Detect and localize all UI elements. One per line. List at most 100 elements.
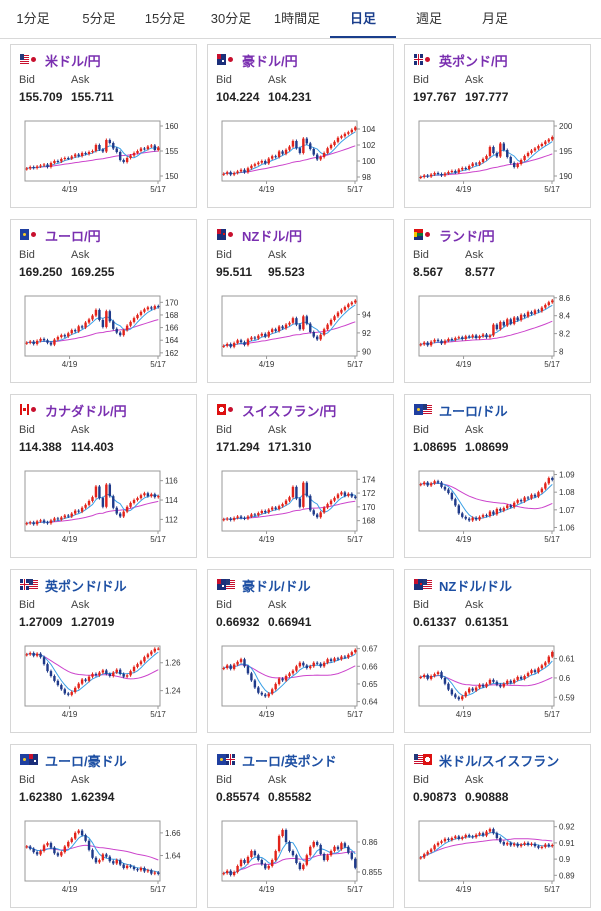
candlestick-chart[interactable]: 170 168 166 164 162 4/19 5/17 <box>19 290 187 372</box>
pair-title[interactable]: ユーロ/英ポンド <box>242 754 337 769</box>
candle-body <box>136 869 139 871</box>
candle-body <box>63 846 67 853</box>
candlestick-chart[interactable]: 200 195 190 4/19 5/17 <box>413 115 581 197</box>
candlestick-chart[interactable]: 1.66 1.64 4/19 5/17 <box>19 815 187 897</box>
pair-title[interactable]: ユーロ/豪ドル <box>45 754 127 769</box>
candle-body <box>270 156 274 159</box>
candle-body <box>35 166 39 168</box>
candle-body <box>67 841 70 847</box>
currency-flag-icon <box>217 579 235 590</box>
candle-body <box>225 172 229 174</box>
rate-card[interactable]: カナダドル/円 Bid Ask 114.388 114.403 116 114 112 4/19… <box>10 394 197 558</box>
candle-body <box>526 673 530 676</box>
candle-body <box>540 665 544 669</box>
pair-title[interactable]: スイスフラン/円 <box>242 404 337 419</box>
pair-title[interactable]: 米ドル/スイスフラン <box>439 754 560 769</box>
candle-body <box>101 149 105 152</box>
candle-body <box>80 830 84 836</box>
candlestick-chart[interactable]: 104 102 100 98 4/19 5/17 <box>216 115 384 197</box>
pair-title[interactable]: NZドル/円 <box>242 229 302 244</box>
candle-body <box>447 489 450 494</box>
candle-body <box>101 670 105 673</box>
candle-body <box>329 659 333 661</box>
y-tick-label: 170 <box>165 298 179 307</box>
tab-timeframe[interactable]: 月足 <box>481 11 508 26</box>
x-tick-label: 4/19 <box>259 360 275 369</box>
candle-body <box>309 846 312 856</box>
rate-card[interactable]: ユーロ/円 Bid Ask 169.250 169.255 170 168 166 164 162… <box>10 219 197 383</box>
pair-title[interactable]: 英ポンド/ドル <box>45 579 127 594</box>
candlestick-chart[interactable]: 0.67 0.66 0.65 0.64 4/19 5/17 <box>216 640 384 722</box>
candle-body <box>298 863 302 869</box>
tab-timeframe[interactable]: 週足 <box>415 11 442 26</box>
tab-timeframe[interactable]: 1分足 <box>16 11 50 26</box>
candlestick-chart[interactable]: 0.61 0.6 0.59 4/19 5/17 <box>413 640 581 722</box>
pair-title[interactable]: カナダドル/円 <box>45 404 127 419</box>
candle-body <box>288 842 291 851</box>
candle-body <box>77 683 80 688</box>
rate-card[interactable]: ランド/円 Bid Ask 8.567 8.577 8.6 8.4 8.2 8 4/19 5/17 <box>404 219 591 383</box>
pair-title[interactable]: 英ポンド/円 <box>439 54 508 69</box>
currency-flag-icon <box>217 54 235 65</box>
pair-title[interactable]: ランド/円 <box>439 229 495 244</box>
x-tick-label: 4/19 <box>456 185 472 194</box>
y-tick-label: 0.9 <box>559 855 571 864</box>
candlestick-chart[interactable]: 1.09 1.08 1.07 1.06 4/19 5/17 <box>413 465 581 547</box>
rate-card[interactable]: 英ポンド/ドル Bid Ask 1.27009 1.27019 1.26 1.24 4/19 5… <box>10 569 197 733</box>
candle-body <box>312 510 315 515</box>
bid-label: Bid <box>19 424 35 436</box>
pair-title[interactable]: ユーロ/ドル <box>439 404 508 419</box>
candle-body <box>488 147 492 156</box>
pair-title[interactable]: 米ドル/円 <box>45 54 101 69</box>
pair-title[interactable]: 豪ドル/円 <box>242 54 298 69</box>
candle-body <box>84 835 87 841</box>
candle-body <box>319 512 322 518</box>
candle-body <box>98 309 101 320</box>
tab-timeframe[interactable]: 日足 <box>330 0 396 38</box>
rate-card[interactable]: 米ドル/スイスフラン Bid Ask 0.90873 0.90888 0.92 0.91 0.… <box>404 744 591 908</box>
pair-title[interactable]: ユーロ/円 <box>45 229 101 244</box>
tab-timeframe[interactable]: 30分足 <box>210 11 252 26</box>
rate-card[interactable]: 米ドル/円 Bid Ask 155.709 155.711 160 155 150 4/19 5/… <box>10 44 197 208</box>
candle-body <box>326 324 329 330</box>
rate-card[interactable]: NZドル/ドル Bid Ask 0.61337 0.61351 0.61 0.6 0.59 4/… <box>404 569 591 733</box>
pair-title[interactable]: NZドル/ドル <box>439 579 512 594</box>
candle-body <box>302 316 305 330</box>
candle-body <box>467 688 471 693</box>
candle-body <box>32 341 35 344</box>
candlestick-chart[interactable]: 94 92 90 4/19 5/17 <box>216 290 384 372</box>
rate-card[interactable]: 豪ドル/円 Bid Ask 104.224 104.231 104 102 100 98 4/19… <box>207 44 394 208</box>
candlestick-chart[interactable]: 160 155 150 4/19 5/17 <box>19 115 187 197</box>
candle-body <box>540 307 544 312</box>
rate-card[interactable]: ユーロ/豪ドル Bid Ask 1.62380 1.62394 1.66 1.64 4/19 5… <box>10 744 197 908</box>
candlestick-chart[interactable]: 0.92 0.91 0.9 0.89 4/19 5/17 <box>413 815 581 897</box>
rate-card[interactable]: ユーロ/英ポンド Bid Ask 0.85574 0.85582 0.86 0.855 4/1… <box>207 744 394 908</box>
candle-body <box>537 146 540 149</box>
candle-body <box>60 685 63 690</box>
rate-card[interactable]: 豪ドル/ドル Bid Ask 0.66932 0.66941 0.67 0.66 0.65 0.… <box>207 569 394 733</box>
y-tick-label: 0.66 <box>362 662 378 671</box>
rate-card[interactable]: スイスフラン/円 Bid Ask 171.294 171.310 174 172 170 168… <box>207 394 394 558</box>
candle-body <box>125 325 129 331</box>
tab-timeframe[interactable]: 5分足 <box>82 11 116 26</box>
candle-body <box>232 517 236 520</box>
candle-body <box>49 163 53 167</box>
candle-body <box>150 870 153 874</box>
candlestick-chart[interactable]: 174 172 170 168 4/19 5/17 <box>216 465 384 547</box>
candle-body <box>274 851 277 860</box>
rate-card[interactable]: ユーロ/ドル Bid Ask 1.08695 1.08699 1.09 1.08 1.07 1.… <box>404 394 591 558</box>
candle-body <box>354 858 357 868</box>
pair-title[interactable]: 豪ドル/ドル <box>242 579 311 594</box>
rate-card[interactable]: 英ポンド/円 Bid Ask 197.767 197.777 200 195 190 4/19 5… <box>404 44 591 208</box>
candlestick-chart[interactable]: 0.86 0.855 4/19 5/17 <box>216 815 384 897</box>
tab-timeframe[interactable]: 1時間足 <box>273 11 321 26</box>
candle-body <box>53 339 56 345</box>
candle-body <box>94 145 98 151</box>
candle-body <box>39 653 42 658</box>
candlestick-chart[interactable]: 8.6 8.4 8.2 8 4/19 5/17 <box>413 290 581 372</box>
candle-body <box>108 140 112 143</box>
rate-card[interactable]: NZドル/円 Bid Ask 95.511 95.523 94 92 90 4/19 5/17 <box>207 219 394 383</box>
tab-timeframe[interactable]: 15分足 <box>144 11 186 26</box>
candlestick-chart[interactable]: 1.26 1.24 4/19 5/17 <box>19 640 187 722</box>
candlestick-chart[interactable]: 116 114 112 4/19 5/17 <box>19 465 187 547</box>
